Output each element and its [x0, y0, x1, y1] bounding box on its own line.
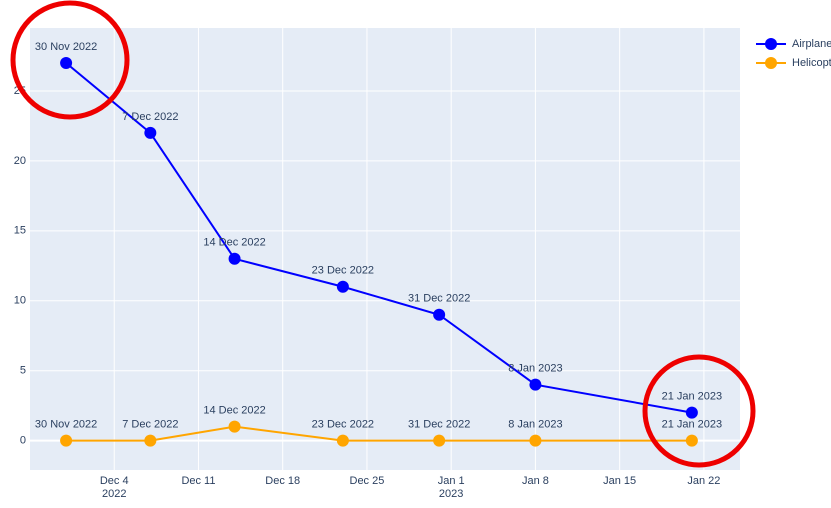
- legend-marker: [765, 38, 777, 50]
- plot-background: [30, 28, 740, 470]
- data-label: 14 Dec 2022: [203, 405, 265, 417]
- legend-label: Helicopters: [792, 57, 831, 69]
- data-label: 8 Jan 2023: [508, 363, 562, 375]
- data-label: 31 Dec 2022: [408, 419, 470, 431]
- marker: [529, 434, 542, 447]
- data-label: 21 Jan 2023: [662, 391, 723, 403]
- x-tick-label: Dec 4 2022: [99, 475, 129, 500]
- highlight-circle: [642, 354, 756, 468]
- y-tick-label: 5: [20, 365, 26, 377]
- marker: [336, 280, 349, 293]
- data-label: 30 Nov 2022: [35, 419, 97, 431]
- data-label: 7 Dec 2022: [122, 419, 178, 431]
- y-tick-label: 15: [14, 225, 26, 237]
- marker: [228, 252, 241, 265]
- x-tick-label: Jan 15: [603, 475, 637, 487]
- marker: [433, 434, 446, 447]
- highlight-circle: [10, 0, 130, 120]
- y-tick-label: 10: [14, 295, 26, 307]
- data-label: 8 Jan 2023: [508, 419, 562, 431]
- x-tick-label: Dec 18: [265, 475, 301, 487]
- data-label: 14 Dec 2022: [203, 237, 265, 249]
- marker: [433, 308, 446, 321]
- marker: [685, 406, 698, 419]
- data-label: 23 Dec 2022: [312, 265, 374, 277]
- marker: [144, 126, 157, 139]
- x-tick-label: Jan 8: [521, 475, 549, 487]
- x-tick-label: Jan 22: [687, 475, 721, 487]
- marker: [529, 378, 542, 391]
- marker: [144, 434, 157, 447]
- x-tick-label: Dec 11: [181, 475, 216, 487]
- data-label: 23 Dec 2022: [312, 419, 374, 431]
- data-label: 31 Dec 2022: [408, 293, 470, 305]
- data-label: 7 Dec 2022: [122, 111, 178, 123]
- marker: [60, 434, 73, 447]
- x-tick-label: Dec 25: [349, 475, 385, 487]
- y-tick-label: 20: [14, 155, 26, 167]
- marker: [685, 434, 698, 447]
- marker: [336, 434, 349, 447]
- data-label: 21 Jan 2023: [662, 419, 723, 431]
- x-tick-label: Jan 1 2023: [437, 475, 465, 500]
- marker: [60, 56, 73, 69]
- legend-marker: [765, 57, 777, 69]
- legend-label: Airplanes: [792, 38, 831, 50]
- y-tick-label: 0: [20, 435, 26, 447]
- marker: [228, 420, 241, 433]
- data-label: 30 Nov 2022: [35, 41, 97, 53]
